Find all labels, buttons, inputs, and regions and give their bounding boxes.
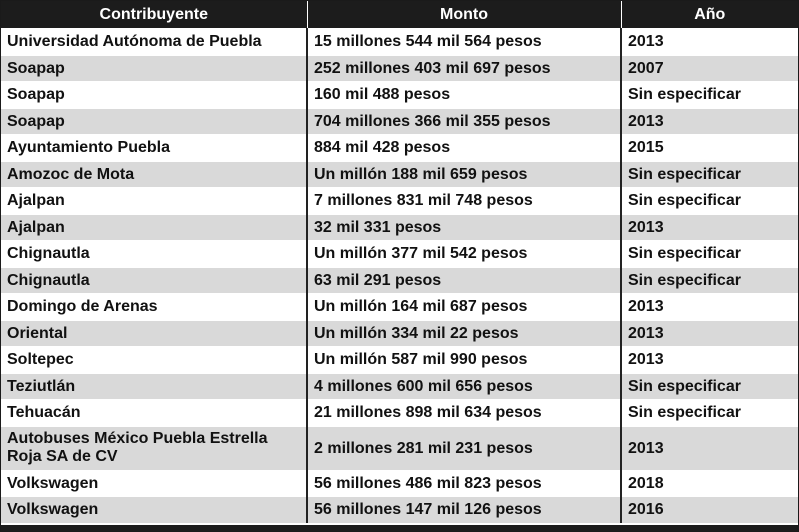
cell-monto: 56 millones 147 mil 126 pesos [307,496,622,523]
cell-anio: 2016 [621,496,798,523]
cell-contribuyente: Oriental [1,319,308,347]
table-row: Teziutlán 4 millones 600 mil 656 pesos S… [1,372,798,400]
column-header-anio: Año [621,1,798,29]
cell-anio: Sin especificar [621,81,798,108]
cell-anio: 2013 [621,213,798,241]
cell-contribuyente: Universidad Autónoma de Puebla [1,28,308,55]
table-row: Volkswagen 56 millones 486 mil 823 pesos… [1,469,798,497]
cell-contribuyente: Soltepec [1,346,308,373]
table-row: Tehuacán 21 millones 898 mil 634 pesos S… [1,399,798,426]
table-row: Ajalpan 32 mil 331 pesos 2013 [1,213,798,241]
cell-contribuyente: Chignautla [1,240,308,267]
table-row: Soapap 160 mil 488 pesos Sin especificar [1,81,798,108]
cell-anio: 2015 [621,134,798,161]
cell-anio: 2007 [621,54,798,82]
cell-anio: 2013 [621,293,798,320]
cell-anio: 2013 [621,107,798,135]
cell-anio: 2013 [621,346,798,373]
cell-anio: Sin especificar [621,187,798,214]
cell-anio: 2018 [621,469,798,497]
table-row: Domingo de Arenas Un millón 164 mil 687 … [1,293,798,320]
column-header-contribuyente: Contribuyente [1,1,308,29]
cell-contribuyente: Teziutlán [1,372,308,400]
cell-contribuyente: Soapap [1,81,308,108]
cell-monto: 2 millones 281 mil 231 pesos [307,425,622,470]
header-row: Contribuyente Monto Año [1,1,798,29]
cell-contribuyente: Ajalpan [1,213,308,241]
cell-contribuyente: Ajalpan [1,187,308,214]
table-row: Ayuntamiento Puebla 884 mil 428 pesos 20… [1,134,798,161]
contributors-table: Contribuyente Monto Año Universidad Autó… [1,1,798,523]
cell-contribuyente: Volkswagen [1,496,308,523]
cell-anio: 2013 [621,319,798,347]
cell-monto: Un millón 334 mil 22 pesos [307,319,622,347]
cell-anio: Sin especificar [621,266,798,294]
cell-anio: Sin especificar [621,399,798,426]
table-body: Universidad Autónoma de Puebla 15 millon… [1,28,798,523]
table-row: Chignautla Un millón 377 mil 542 pesos S… [1,240,798,267]
cell-monto: 7 millones 831 mil 748 pesos [307,187,622,214]
cell-monto: Un millón 164 mil 687 pesos [307,293,622,320]
table-bottom-border [1,525,798,531]
cell-contribuyente: Autobuses México Puebla Estrella Roja SA… [1,425,308,470]
cell-monto: 15 millones 544 mil 564 pesos [307,28,622,55]
cell-anio: 2013 [621,425,798,470]
cell-monto: 252 millones 403 mil 697 pesos [307,54,622,82]
cell-contribuyente: Soapap [1,54,308,82]
table-row: Soapap 704 millones 366 mil 355 pesos 20… [1,107,798,135]
cell-monto: 4 millones 600 mil 656 pesos [307,372,622,400]
cell-anio: Sin especificar [621,160,798,188]
cell-monto: Un millón 377 mil 542 pesos [307,240,622,267]
cell-contribuyente: Ayuntamiento Puebla [1,134,308,161]
column-header-monto: Monto [307,1,622,29]
cell-monto: 884 mil 428 pesos [307,134,622,161]
table-row: Chignautla 63 mil 291 pesos Sin especifi… [1,266,798,294]
table-row: Universidad Autónoma de Puebla 15 millon… [1,28,798,55]
table-row: Ajalpan 7 millones 831 mil 748 pesos Sin… [1,187,798,214]
cell-contribuyente: Domingo de Arenas [1,293,308,320]
table-row: Amozoc de Mota Un millón 188 mil 659 pes… [1,160,798,188]
cell-monto: 21 millones 898 mil 634 pesos [307,399,622,426]
cell-contribuyente: Soapap [1,107,308,135]
cell-monto: Un millón 587 mil 990 pesos [307,346,622,373]
table-row: Soapap 252 millones 403 mil 697 pesos 20… [1,54,798,82]
cell-monto: 32 mil 331 pesos [307,213,622,241]
cell-anio: 2013 [621,28,798,55]
table-header: Contribuyente Monto Año [1,1,798,29]
cell-contribuyente: Tehuacán [1,399,308,426]
cell-contribuyente: Chignautla [1,266,308,294]
cell-contribuyente: Volkswagen [1,469,308,497]
cell-anio: Sin especificar [621,372,798,400]
cell-monto: 704 millones 366 mil 355 pesos [307,107,622,135]
cell-monto: 160 mil 488 pesos [307,81,622,108]
cell-monto: 56 millones 486 mil 823 pesos [307,469,622,497]
cell-anio: Sin especificar [621,240,798,267]
table-row: Oriental Un millón 334 mil 22 pesos 2013 [1,319,798,347]
table-row: Volkswagen 56 millones 147 mil 126 pesos… [1,496,798,523]
table-row: Autobuses México Puebla Estrella Roja SA… [1,425,798,470]
cell-monto: Un millón 188 mil 659 pesos [307,160,622,188]
table-row: Soltepec Un millón 587 mil 990 pesos 201… [1,346,798,373]
cell-contribuyente: Amozoc de Mota [1,160,308,188]
cell-monto: 63 mil 291 pesos [307,266,622,294]
